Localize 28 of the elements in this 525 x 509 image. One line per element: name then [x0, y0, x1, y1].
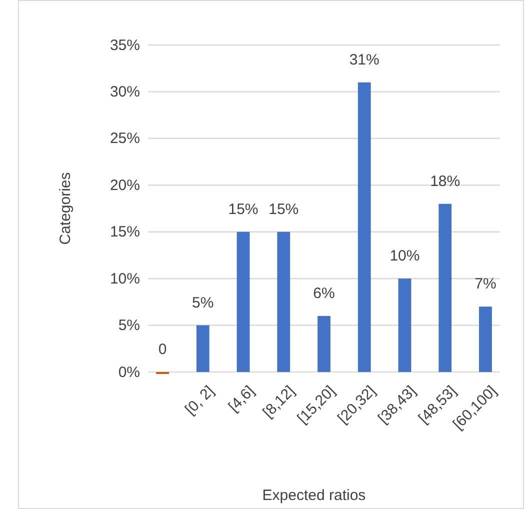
y-tick-label: 0% [118, 364, 140, 381]
data-label: 6% [313, 284, 335, 302]
bar [318, 316, 330, 372]
data-label: 15% [268, 200, 299, 218]
y-tick-label: 30% [110, 84, 140, 101]
y-tick-label: 20% [110, 176, 140, 194]
bar [277, 232, 290, 372]
data-label: 15% [228, 200, 258, 218]
y-tick-label: 25% [110, 130, 140, 148]
y-axis-title: Categories [57, 172, 74, 245]
data-label: 31% [349, 51, 380, 68]
y-tick-label: 5% [118, 317, 140, 334]
bar [196, 325, 210, 372]
y-tick-label: 35% [110, 36, 140, 54]
data-label: 5% [192, 294, 214, 312]
data-label: 10% [390, 248, 420, 265]
data-label: 0 [158, 341, 167, 358]
bar [479, 306, 492, 372]
data-label: 7% [474, 276, 496, 293]
y-tick-label: 15% [110, 224, 140, 241]
x-axis-title: Expected ratios [262, 487, 366, 504]
y-tick-label: 10% [110, 270, 140, 288]
bar [438, 204, 452, 372]
data-label: 18% [430, 172, 460, 190]
x-tick-label: [0, 2] [182, 382, 218, 418]
bar [358, 82, 371, 372]
bar [236, 232, 250, 372]
bar [398, 278, 412, 372]
